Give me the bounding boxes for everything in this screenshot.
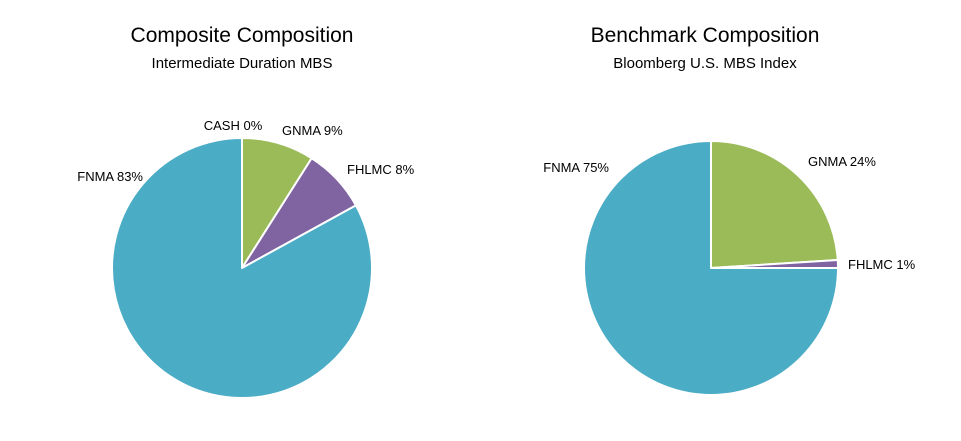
data-label-fnma: FNMA 75%	[543, 160, 609, 175]
data-label-fhlmc: FHLMC 8%	[347, 162, 415, 177]
data-label-cash: CASH 0%	[204, 118, 263, 133]
pie-slice-fnma	[583, 140, 839, 396]
chart-subtitle: Bloomberg U.S. MBS Index	[613, 55, 797, 72]
data-label-fhlmc: FHLMC 1%	[848, 257, 916, 272]
pie-slice-gnma	[710, 140, 839, 269]
data-label-gnma: GNMA 9%	[282, 123, 343, 138]
benchmark-pie-chart: GNMA 24% FHLMC 1% FNMA 75%	[543, 140, 916, 396]
composite-pie-chart: CASH 0% GNMA 9% FHLMC 8% FNMA 83%	[77, 118, 415, 399]
data-label-gnma: GNMA 24%	[808, 154, 876, 169]
composite-chart-panel: Composite Composition Intermediate Durat…	[0, 0, 480, 441]
chart-title: Composite Composition	[130, 24, 354, 47]
benchmark-chart-panel: Benchmark Composition Bloomberg U.S. MBS…	[481, 0, 961, 441]
chart-subtitle: Intermediate Duration MBS	[151, 55, 333, 72]
pie-slice-fnma	[111, 137, 373, 399]
data-label-fnma: FNMA 83%	[77, 169, 143, 184]
chart-title: Benchmark Composition	[590, 24, 820, 47]
